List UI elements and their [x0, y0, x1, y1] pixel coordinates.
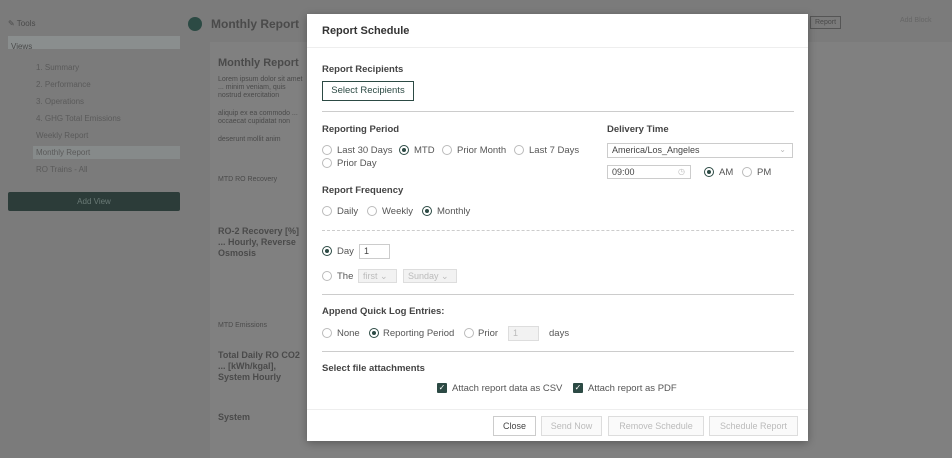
sidebar-item-ghg[interactable]: 4. GHG Total Emissions [36, 114, 121, 123]
report-frequency-label: Report Frequency [322, 185, 404, 196]
close-button[interactable]: Close [493, 416, 536, 436]
option-label: Monthly [437, 206, 471, 217]
chart-title: RO-2 Recovery [%] ... Hourly, Reverse Os… [218, 226, 300, 258]
option-label: Prior [478, 328, 499, 339]
option-label: PM [757, 167, 772, 178]
option-label: Last 30 Days [337, 145, 393, 156]
divider [322, 294, 794, 295]
radio-mtd[interactable] [399, 145, 409, 155]
select-recipients-button[interactable]: Select Recipients [322, 81, 414, 101]
section-title: MTD RO Recovery [218, 176, 278, 183]
sidebar-item-ro-trains[interactable]: RO Trains - All [36, 165, 88, 174]
dashed-divider [322, 230, 794, 231]
sidebar-views-header: Views [8, 36, 180, 51]
option-label: Day [337, 246, 354, 257]
report-heading: Monthly Report [218, 57, 299, 69]
option-label: Reporting Period [383, 328, 455, 339]
back-icon[interactable] [188, 17, 202, 31]
divider [322, 351, 794, 352]
views-label: Views [11, 42, 33, 51]
radio-last-30-days[interactable] [322, 145, 332, 155]
sidebar-item-performance[interactable]: 2. Performance [36, 80, 91, 89]
description-line: aliquip ex ea commodo ... occaecat cupid… [218, 110, 298, 125]
description-line: deserunt mollit anim [218, 136, 281, 143]
modal-title: Report Schedule [322, 25, 410, 37]
attachments-label: Select file attachments [322, 363, 425, 374]
radio-pm[interactable] [742, 167, 752, 177]
ordinal-select[interactable]: first ⌄ [358, 269, 397, 283]
time-value: 09:00 [612, 167, 635, 177]
timezone-value: America/Los_Angeles [612, 145, 700, 155]
chevron-down-icon: ⌄ [779, 145, 786, 154]
page-title: Monthly Report [211, 17, 299, 31]
remove-schedule-button[interactable]: Remove Schedule [608, 416, 704, 436]
timezone-select[interactable]: America/Los_Angeles ⌄ [607, 143, 793, 158]
radio-none[interactable] [322, 328, 332, 338]
option-label: Weekly [382, 206, 413, 217]
add-block-button[interactable]: Add Block [900, 17, 932, 24]
tools-label-text: Tools [16, 19, 36, 28]
chevron-down-icon: ⌄ [380, 271, 388, 281]
option-label: Daily [337, 206, 359, 217]
report-schedule-modal: Report Schedule Report Recipients Select… [307, 14, 808, 441]
sidebar-item-summary[interactable]: 1. Summary [36, 63, 80, 72]
description-line: Lorem ipsum dolor sit amet ... minim ven… [218, 76, 303, 99]
option-label: MTD [414, 145, 435, 156]
option-label: Last 7 Days [529, 145, 580, 156]
option-label: Prior Month [457, 145, 507, 156]
pdf-checkbox[interactable]: ✓ [573, 383, 583, 393]
chart-title-cont: System [218, 412, 251, 422]
option-label: AM [719, 167, 734, 178]
quick-log-label: Append Quick Log Entries: [322, 306, 445, 317]
divider [322, 111, 794, 112]
sidebar-item-weekly[interactable]: Weekly Report [36, 131, 89, 140]
csv-label: Attach report data as CSV [452, 383, 563, 394]
weekday-value: Sunday [408, 271, 439, 281]
time-input[interactable]: 09:00 ◷ [607, 165, 691, 179]
recipients-label: Report Recipients [322, 64, 404, 75]
check-icon: ✓ [574, 383, 582, 392]
radio-prior-month[interactable] [442, 145, 452, 155]
prior-days-input[interactable]: 1 [508, 326, 539, 341]
option-label: Prior Day [337, 158, 377, 169]
option-label: The [337, 271, 354, 282]
radio-last-7-days[interactable] [514, 145, 524, 155]
add-view-button[interactable]: Add View [8, 192, 180, 211]
footer-divider [307, 409, 808, 410]
sidebar-selected-highlight [33, 146, 180, 159]
radio-prior[interactable] [464, 328, 474, 338]
radio-prior-day[interactable] [322, 158, 332, 168]
header-divider [307, 47, 808, 48]
radio-am[interactable] [704, 167, 714, 177]
ordinal-value: first [363, 271, 378, 281]
chart-title: Total Daily RO CO2 ... [kWh/kgal], Syste… [218, 350, 300, 382]
weekday-select[interactable]: Sunday ⌄ [403, 269, 457, 283]
sidebar-tools-label: ✎ Tools [8, 19, 36, 28]
sidebar-item-monthly[interactable]: Monthly Report [36, 148, 91, 157]
radio-the[interactable] [322, 271, 332, 281]
chevron-down-icon: ⌄ [441, 271, 449, 281]
send-now-button[interactable]: Send Now [541, 416, 602, 436]
section-title: MTD Emissions [218, 322, 268, 329]
sidebar-item-operations[interactable]: 3. Operations [36, 97, 85, 106]
delivery-time-label: Delivery Time [607, 124, 669, 135]
option-label: None [337, 328, 360, 339]
radio-day[interactable] [322, 246, 332, 256]
radio-reporting-period[interactable] [369, 328, 379, 338]
pdf-label: Attach report as PDF [588, 383, 677, 394]
report-button[interactable]: Report [810, 16, 842, 29]
check-icon: ✓ [438, 383, 446, 392]
clock-icon: ◷ [678, 167, 685, 176]
day-input[interactable]: 1 [359, 244, 390, 259]
radio-monthly[interactable] [422, 206, 432, 216]
radio-weekly[interactable] [367, 206, 377, 216]
radio-daily[interactable] [322, 206, 332, 216]
csv-checkbox[interactable]: ✓ [437, 383, 447, 393]
reporting-period-label: Reporting Period [322, 124, 400, 135]
schedule-report-button[interactable]: Schedule Report [709, 416, 798, 436]
days-label: days [549, 328, 570, 339]
